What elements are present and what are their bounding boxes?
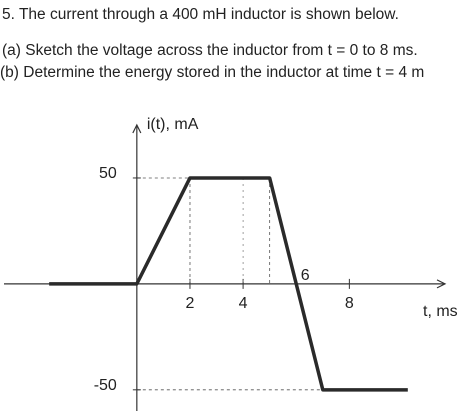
problem-line: 5. The current through a 400 mH inductor…	[2, 6, 399, 23]
y-axis-arrow	[132, 123, 142, 134]
x-axis-label: t, ms	[423, 303, 458, 320]
y-tick-label: -50	[94, 377, 117, 394]
problem-line: (a) Sketch the voltage across the induct…	[2, 42, 418, 59]
x-tick-label: 2	[186, 295, 195, 312]
x-tick-label: 4	[239, 295, 248, 312]
y-axis-label: i(t), mA	[147, 116, 199, 133]
problem-line: (b) Determine the energy stored in the i…	[0, 64, 424, 81]
x-tick-label: 8	[345, 295, 354, 312]
x-tick-label: 6	[301, 267, 310, 284]
x-axis-arrow	[436, 279, 447, 289]
y-tick-label: 50	[99, 165, 117, 182]
current-line	[49, 176, 408, 392]
